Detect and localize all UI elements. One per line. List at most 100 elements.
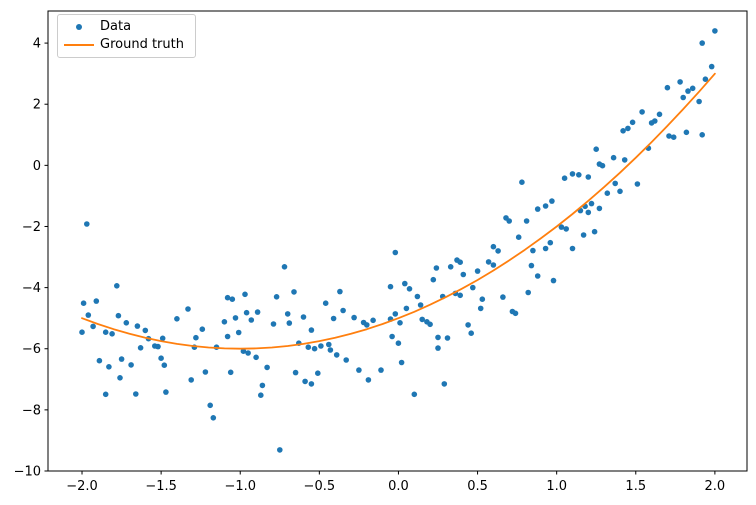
data-point <box>414 293 421 300</box>
data-point <box>351 314 357 321</box>
data-point <box>528 262 535 269</box>
data-point <box>612 180 618 187</box>
data-point <box>248 317 255 323</box>
data-point <box>221 319 228 325</box>
data-point <box>102 329 109 336</box>
data-point <box>534 206 541 212</box>
data-point <box>340 307 346 314</box>
data-point <box>273 294 280 300</box>
data-point <box>242 291 248 298</box>
data-point <box>232 315 239 321</box>
data-point <box>378 367 384 373</box>
y-tick-label: 0 <box>33 159 41 174</box>
data-point <box>474 268 481 274</box>
data-point <box>610 154 617 161</box>
data-point <box>102 391 109 398</box>
data-point <box>210 415 217 421</box>
data-point <box>326 341 332 348</box>
data-point <box>117 375 123 381</box>
scatter-series <box>79 28 718 453</box>
data-point <box>689 85 696 92</box>
data-point <box>286 320 293 326</box>
data-point <box>142 327 149 334</box>
data-point <box>253 354 259 361</box>
data-point <box>277 447 283 453</box>
y-tick-label: 2 <box>33 98 41 113</box>
data-point <box>468 330 475 337</box>
data-point <box>457 259 464 266</box>
data-point <box>604 190 611 196</box>
data-point <box>370 317 376 324</box>
data-point <box>322 300 329 307</box>
data-point <box>427 321 433 328</box>
data-point <box>542 245 549 252</box>
x-tick-label: 1.0 <box>546 479 567 494</box>
data-point <box>227 369 234 376</box>
data-point <box>490 262 497 268</box>
data-point <box>648 120 655 126</box>
x-tick-label: 0.5 <box>467 479 488 494</box>
data-point <box>159 335 166 342</box>
data-point <box>84 221 90 227</box>
data-point <box>85 312 92 318</box>
data-point <box>291 289 297 295</box>
data-point <box>315 370 321 377</box>
x-tick-label: −2.0 <box>66 479 98 494</box>
data-point <box>128 362 134 368</box>
data-point <box>392 249 399 256</box>
data-point <box>397 320 403 326</box>
data-point <box>292 369 299 376</box>
data-point <box>447 264 454 270</box>
data-point <box>470 284 476 291</box>
data-point <box>666 133 672 139</box>
data-point <box>702 76 709 82</box>
data-point <box>569 171 576 177</box>
data-point <box>599 162 606 169</box>
data-point <box>155 343 161 350</box>
data-point <box>621 157 628 163</box>
data-point <box>547 239 554 246</box>
data-point <box>258 392 264 399</box>
data-point <box>561 175 568 181</box>
axes-frame <box>47 10 748 472</box>
data-point <box>699 132 705 138</box>
data-point <box>580 232 587 238</box>
data-point <box>629 119 636 126</box>
data-point <box>634 181 641 187</box>
data-point <box>245 350 251 356</box>
data-point <box>430 276 437 283</box>
data-point <box>109 331 115 337</box>
legend-label-data: Data <box>100 19 132 34</box>
y-tick-label: −2 <box>22 220 41 235</box>
data-point <box>585 209 592 216</box>
data-point <box>512 310 519 317</box>
data-point <box>398 359 405 366</box>
data-point <box>699 40 705 46</box>
legend-swatch <box>58 24 100 30</box>
x-tick-label: 1.5 <box>625 479 646 494</box>
data-point <box>465 322 471 328</box>
data-point <box>485 259 492 265</box>
data-point <box>460 271 467 278</box>
data-point <box>308 381 315 387</box>
data-point <box>229 296 236 303</box>
data-point <box>174 316 180 322</box>
data-point <box>389 333 395 340</box>
data-point <box>677 79 683 85</box>
x-axis: −2.0 −1.5 −1.0 −0.5 0.0 0.5 1.0 1.5 2.0 <box>66 471 725 494</box>
y-tick-label: −4 <box>22 281 41 296</box>
data-point <box>490 243 497 250</box>
x-tick-label: −1.5 <box>145 479 177 494</box>
data-point <box>337 288 343 295</box>
data-point <box>402 280 408 287</box>
data-point <box>224 333 231 340</box>
data-point <box>240 348 247 355</box>
data-point <box>435 334 441 341</box>
data-point <box>403 305 410 312</box>
data-point <box>80 300 87 307</box>
data-point <box>207 402 213 409</box>
data-point <box>588 200 595 207</box>
data-point <box>270 321 277 327</box>
legend-item-data: Data <box>58 18 195 36</box>
